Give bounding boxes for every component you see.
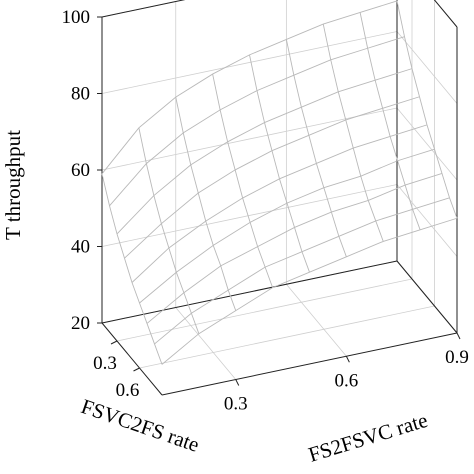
side-wall-gridline	[396, 31, 458, 104]
y-tick-label: 0.3	[224, 394, 248, 415]
surface-line-y	[101, 173, 163, 365]
x-axis-title: FSVC2FS rate	[78, 394, 202, 457]
floor-gridline	[286, 283, 347, 357]
y-tick-mark	[235, 379, 240, 386]
x-tick-label: 0.3	[93, 353, 117, 374]
y-tick-mark	[345, 356, 350, 363]
box-edge	[396, 260, 458, 334]
surface-line-x	[146, 173, 443, 324]
x-tick-mark	[133, 367, 140, 372]
surface-line-y	[396, 0, 458, 219]
z-tick-label: 20	[71, 313, 90, 334]
surface-mesh	[101, 0, 458, 365]
surface-line-y	[322, 23, 384, 242]
z-tick-label: 100	[62, 7, 91, 28]
surface-line-y	[212, 73, 274, 288]
x-tick-label: 0.6	[116, 380, 140, 401]
box-edge	[101, 322, 163, 396]
box-edge	[101, 0, 186, 18]
z-tick-label: 40	[71, 237, 90, 258]
floor-gridline	[139, 305, 435, 369]
box-edge	[161, 332, 458, 396]
back-wall-gridline	[101, 31, 398, 94]
surface-line-y	[285, 39, 347, 257]
surface-line-x	[109, 36, 405, 207]
surface-line-y	[359, 12, 421, 230]
surface-line-y	[175, 97, 237, 311]
z-tick-label: 60	[71, 160, 90, 181]
floor-gridline	[175, 307, 237, 380]
y-tick-label: 0.6	[335, 370, 359, 391]
axes-box	[101, 0, 458, 396]
y-tick-label: 0.9	[445, 347, 469, 368]
side-wall-gridline	[396, 107, 458, 181]
back-wall-gridline	[101, 184, 398, 247]
surface-line-x	[124, 96, 420, 259]
side-wall-gridline	[396, 184, 458, 257]
surface-line-x	[131, 124, 428, 283]
z-tick-label: 80	[71, 84, 90, 105]
x-tick-mark	[110, 340, 118, 345]
z-axis-title: T throughput	[1, 130, 25, 240]
surface-line-y	[249, 54, 310, 273]
floor-gridline	[116, 278, 413, 342]
y-tick-mark	[456, 332, 461, 340]
box-edge	[433, 0, 458, 28]
y-axis-title: FS2FSVC rate	[306, 408, 431, 467]
back-wall-grid	[101, 0, 458, 380]
side-wall-gridline	[433, 0, 458, 28]
surface-line-x	[139, 148, 435, 304]
surface-line-y	[138, 127, 200, 334]
box-edge	[101, 260, 398, 324]
tick-labels: 20 40 60 80 100 0.3 0.6 0.3 0.6 0.9	[62, 7, 469, 415]
